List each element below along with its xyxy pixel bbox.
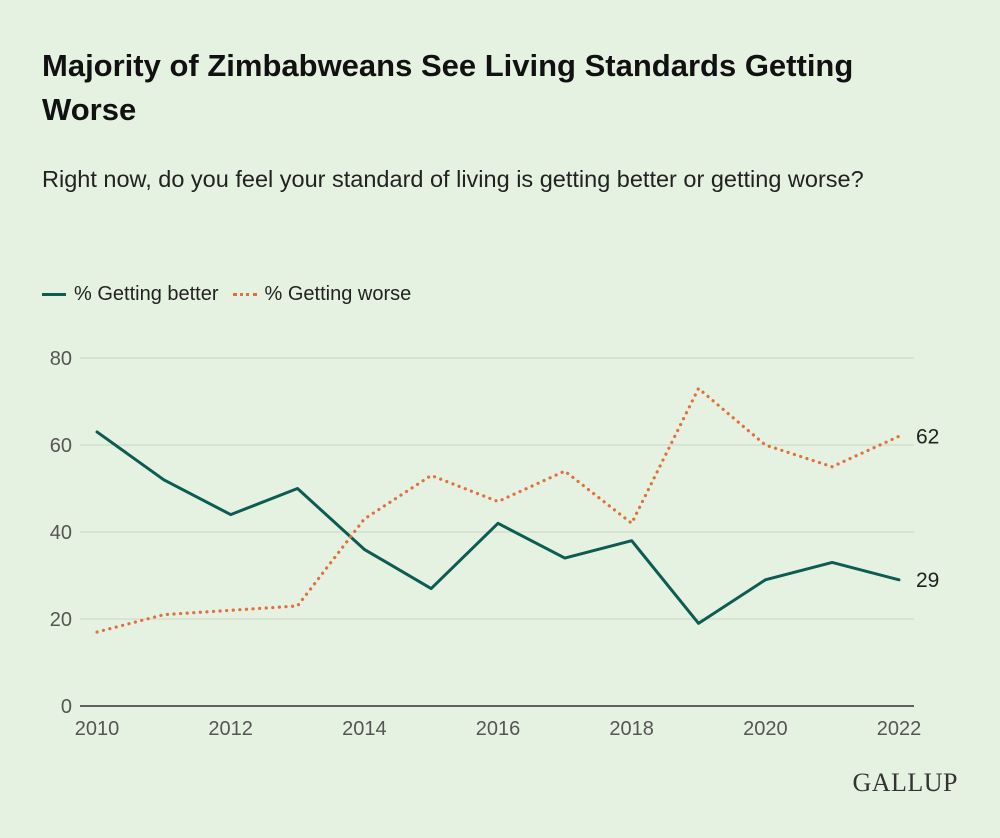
x-tick-label: 2018 (609, 718, 654, 740)
x-axis-ticks: 2010 2012 2014 2016 2018 2020 2022 (75, 718, 922, 740)
legend-swatch-worse (232, 292, 257, 296)
legend-swatch-better (42, 292, 66, 296)
y-tick-label: 80 (50, 348, 72, 370)
y-tick-label: 0 (61, 696, 72, 718)
end-label-worse: 62 (916, 425, 939, 448)
series-line-worse (95, 386, 901, 634)
x-tick-label: 2016 (476, 718, 521, 740)
y-axis-ticks: 0 20 40 60 80 (50, 348, 72, 718)
x-tick-label: 2020 (743, 718, 788, 740)
x-tick-label: 2012 (208, 718, 253, 740)
series-lines (95, 386, 901, 634)
gallup-logo: GALLUP (852, 768, 958, 797)
chart-title: Majority of Zimbabweans See Living Stand… (42, 48, 854, 127)
x-tick-label: 2022 (877, 718, 922, 740)
legend: % Getting better % Getting worse (42, 280, 425, 308)
y-tick-label: 20 (50, 609, 72, 631)
legend-item-worse: % Getting worse (232, 282, 412, 306)
end-label-better: 29 (916, 569, 939, 592)
legend-label-worse: % Getting worse (264, 282, 412, 305)
legend-item-better: % Getting better (42, 283, 219, 306)
end-labels: 29 62 (916, 425, 939, 592)
x-tick-label: 2014 (342, 718, 387, 740)
legend-label-better: % Getting better (74, 282, 219, 305)
series-line-better (95, 430, 901, 625)
y-tick-label: 40 (50, 522, 72, 544)
x-tick-label: 2010 (75, 718, 120, 740)
chart-subtitle: Right now, do you feel your standard of … (42, 166, 864, 192)
y-tick-label: 60 (50, 435, 72, 457)
grid-lines (80, 357, 914, 707)
